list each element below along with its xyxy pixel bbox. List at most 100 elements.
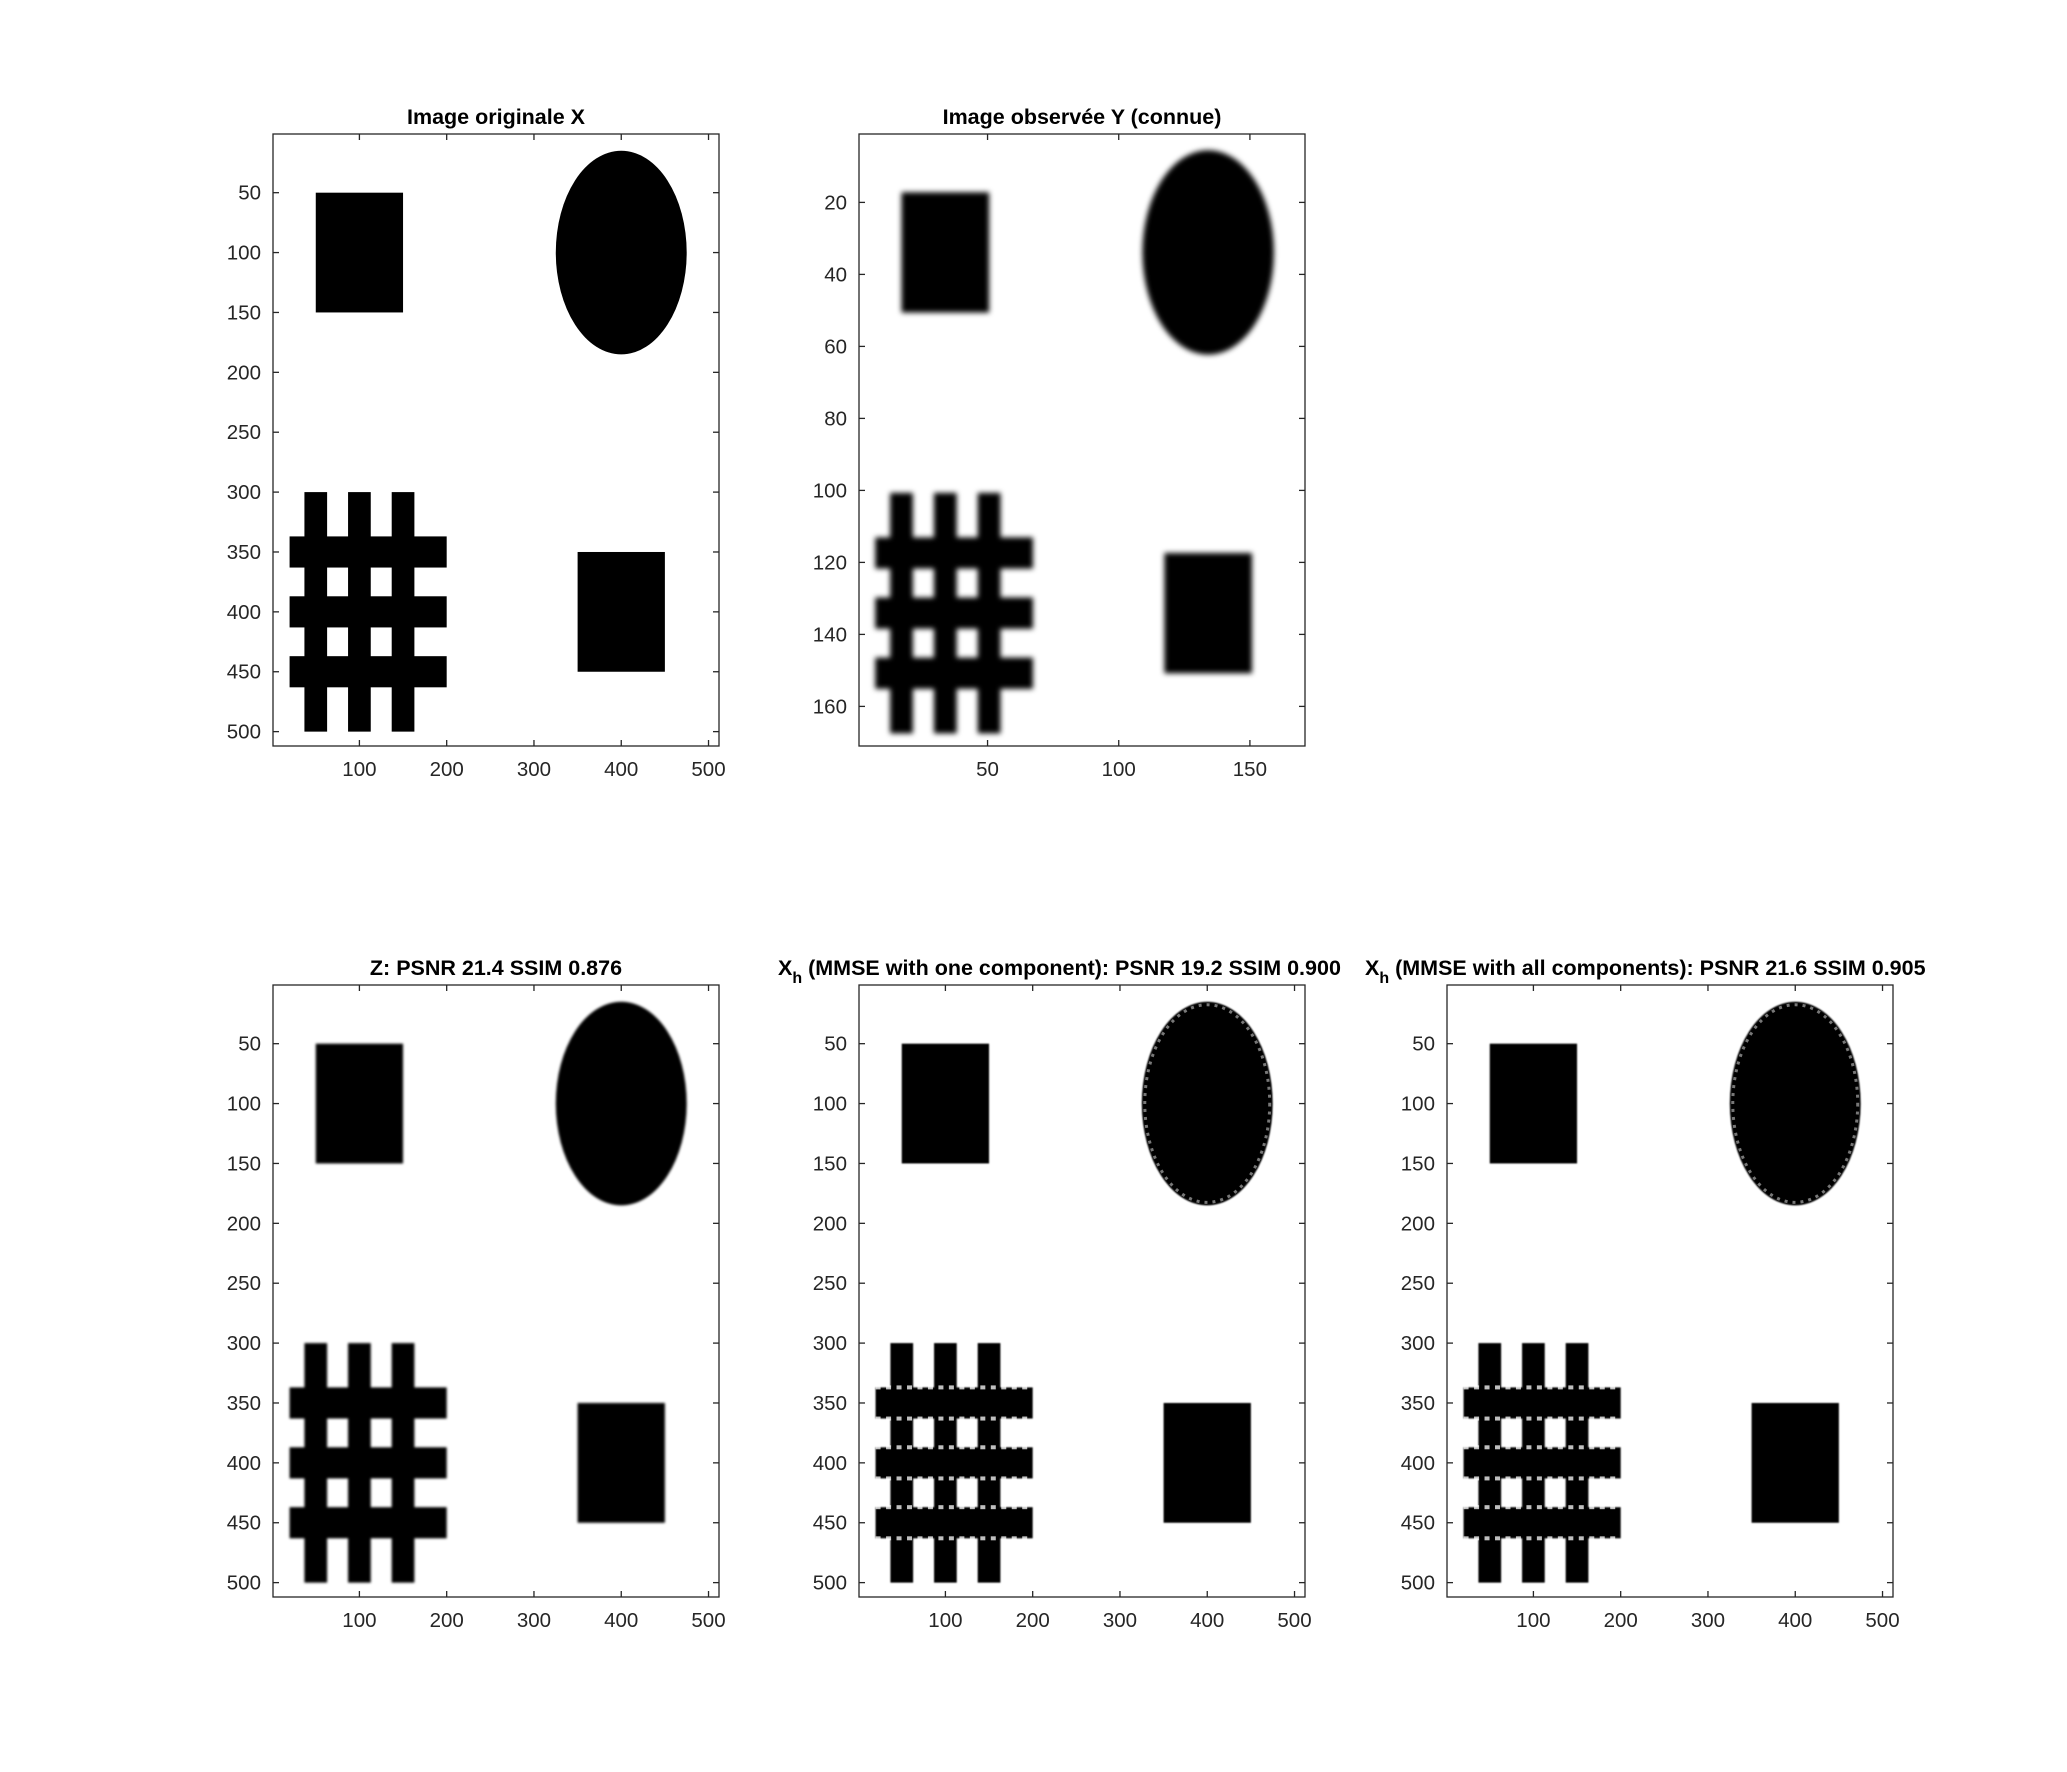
artifact-speck [980, 1536, 986, 1541]
artifact-speck [907, 1505, 913, 1510]
artifact-speck [959, 1536, 965, 1541]
artifact-speck [1547, 1416, 1553, 1421]
y-tick-label: 100 [1401, 1093, 1435, 1116]
artifact-speck [938, 1476, 944, 1481]
artifact-speck [1610, 1476, 1616, 1481]
image-content [289, 150, 687, 732]
artifact-speck [1568, 1385, 1574, 1390]
artifact-speck [1599, 1385, 1605, 1390]
artifact-speck [1011, 1416, 1017, 1421]
artifact-speck [990, 1385, 996, 1390]
artifact-speck [1495, 1476, 1501, 1481]
artifact-speck [1463, 1476, 1469, 1481]
subplot-title: Xh (MMSE with all components): PSNR 21.6… [1365, 956, 1926, 987]
grid-horizontal-bar-3 [289, 656, 447, 688]
y-tick-label: 160 [813, 695, 847, 718]
artifact-speck [1495, 1385, 1501, 1390]
artifact-speck [1599, 1505, 1605, 1510]
artifact-speck [959, 1476, 965, 1481]
y-tick-label: 250 [1401, 1272, 1435, 1295]
artifact-speck [1568, 1416, 1574, 1421]
x-tick-label: 300 [1103, 1609, 1137, 1632]
shape-rectangle-bottom-right [1163, 1402, 1251, 1523]
y-tick-label: 60 [824, 335, 847, 358]
y-tick-label: 140 [813, 623, 847, 646]
artifact-speck [1547, 1385, 1553, 1390]
artifact-speck [1505, 1445, 1511, 1450]
shape-rectangle-top-left [1489, 1043, 1578, 1164]
artifact-speck [1536, 1505, 1542, 1510]
y-tick-label: 150 [813, 1152, 847, 1175]
artifact-speck [1526, 1536, 1532, 1541]
artifact-speck [1463, 1536, 1469, 1541]
artifact-speck [907, 1536, 913, 1541]
artifact-speck [1526, 1445, 1532, 1450]
artifact-speck [1578, 1445, 1584, 1450]
grid-horizontal-bar-1 [289, 1387, 447, 1419]
grid-horizontal-bar-1 [1463, 1387, 1621, 1419]
artifact-speck [1578, 1476, 1584, 1481]
artifact-speck [1022, 1536, 1028, 1541]
y-tick-label: 450 [227, 661, 261, 684]
shape-rectangle-top-left [901, 1043, 990, 1164]
x-tick-label: 50 [976, 758, 999, 781]
artifact-speck [1505, 1476, 1511, 1481]
artifact-speck [875, 1385, 881, 1390]
y-tick-label: 120 [813, 551, 847, 574]
x-tick-label: 100 [342, 758, 376, 781]
artifact-speck [1557, 1416, 1563, 1421]
artifact-speck [1526, 1505, 1532, 1510]
artifact-speck [1536, 1385, 1542, 1390]
y-tick-label: 200 [813, 1212, 847, 1235]
artifact-speck [1526, 1416, 1532, 1421]
x-tick-label: 100 [1102, 758, 1136, 781]
shape-ellipse-top-right [555, 150, 687, 355]
artifact-speck [927, 1505, 933, 1510]
title-main: X [1365, 956, 1380, 980]
artifact-speck [896, 1536, 902, 1541]
artifact-speck [1495, 1445, 1501, 1450]
artifact-speck [1505, 1505, 1511, 1510]
y-tick-label: 300 [227, 1332, 261, 1355]
artifact-speck [969, 1445, 975, 1450]
y-tick-label: 300 [227, 481, 261, 504]
artifact-speck [938, 1536, 944, 1541]
artifact-speck [907, 1445, 913, 1450]
artifact-speck [1011, 1505, 1017, 1510]
subplot-title: Image observée Y (connue) [943, 105, 1222, 129]
shape-rectangle-bottom-right [1164, 553, 1252, 674]
artifact-speck [1547, 1505, 1553, 1510]
artifact-speck [1589, 1476, 1595, 1481]
artifact-speck [1568, 1505, 1574, 1510]
grid-horizontal-bar-3 [875, 1507, 1033, 1539]
artifact-ellipse-edge [1143, 1003, 1272, 1204]
artifact-speck [927, 1385, 933, 1390]
y-tick-label: 100 [227, 1093, 261, 1116]
x-tick-label: 400 [1778, 1609, 1812, 1632]
y-tick-label: 150 [1401, 1152, 1435, 1175]
artifact-speck [980, 1505, 986, 1510]
artifact-speck [1474, 1385, 1480, 1390]
artifact-speck [917, 1505, 923, 1510]
artifact-speck [1610, 1385, 1616, 1390]
artifact-speck [1568, 1536, 1574, 1541]
artifact-speck [896, 1416, 902, 1421]
artifact-speck [948, 1445, 954, 1450]
y-tick-label: 500 [813, 1572, 847, 1595]
artifact-speck [1495, 1505, 1501, 1510]
shape-rectangle-top-left [901, 192, 990, 313]
x-tick-label: 100 [1516, 1609, 1550, 1632]
artifact-speck [1547, 1445, 1553, 1450]
artifact-speck [1463, 1445, 1469, 1450]
x-tick-label: 500 [1277, 1609, 1311, 1632]
artifact-speck [896, 1505, 902, 1510]
artifact-speck [1578, 1505, 1584, 1510]
artifact-speck [938, 1445, 944, 1450]
shape-ellipse-top-right [1142, 150, 1274, 355]
subplot-1: 100 200 300 400 500 50 100 150 200 250 300 350 400 45… [227, 105, 726, 781]
artifact-speck [1557, 1505, 1563, 1510]
artifact-speck [907, 1385, 913, 1390]
y-tick-label: 400 [813, 1452, 847, 1475]
y-tick-label: 500 [1401, 1572, 1435, 1595]
artifact-speck [875, 1445, 881, 1450]
